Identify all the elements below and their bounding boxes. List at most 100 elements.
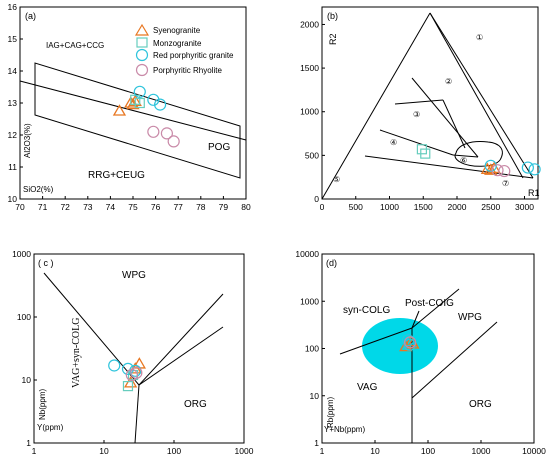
legend-marker-red-porphyritic-granite	[135, 48, 149, 62]
panel-a-ylabel: Al2O3(%)	[23, 123, 32, 158]
point-monzogranite	[134, 97, 145, 109]
panel-a-xlabel: SiO2(%)	[23, 185, 54, 194]
panel-a-ytick-label: 13	[8, 98, 18, 108]
panel-c-line	[138, 326, 224, 386]
panel-c-line	[43, 272, 140, 386]
legend: Syenogranite Monzogranite Red porphyriti…	[134, 23, 234, 77]
panel-b-line	[394, 99, 444, 105]
panel-c-plot-frame	[33, 253, 245, 444]
panel-b-line	[442, 99, 466, 149]
point-porphyritic-rhyolite	[498, 164, 511, 178]
point-monzogranite	[122, 381, 134, 392]
panel-d-highlight-circle	[362, 318, 438, 374]
point-red-porphyritic-granite	[108, 359, 121, 372]
panel-b-line	[452, 154, 479, 158]
panel-a-ytick-label: 11	[8, 162, 17, 172]
panel-a: 70 71 72 73 74 75 76 77 78 79 80 10 11 12 13 14 15 16 (a)…	[8, 2, 251, 212]
panel-a-xtick-label: 79	[219, 202, 229, 212]
panel-a-label: (a)	[25, 11, 36, 21]
panel-b-line	[321, 12, 431, 200]
point-red-porphyritic-granite	[121, 362, 135, 376]
point-porphyritic-rhyolite	[491, 164, 504, 177]
panel-a-ytick-label: 16	[8, 2, 18, 12]
panel-c-line	[138, 293, 224, 386]
panel-b-field-6-outline	[454, 141, 503, 167]
panel-c-label: ( c )	[38, 258, 54, 268]
panel-d-line	[339, 327, 413, 355]
point-red-porphyritic-granite	[521, 161, 534, 174]
panel-b-line	[429, 12, 534, 179]
panel-b-xtick-label: 0	[320, 202, 325, 212]
point-syenogranite	[487, 161, 501, 174]
panel-a-field-pog: POG	[208, 142, 230, 153]
panel-a-xtick-label: 77	[173, 202, 183, 212]
panel-a-xtick-label: 78	[196, 202, 206, 212]
panel-c-ytick-label: 1000	[12, 249, 31, 259]
panel-b-xtick-label: 2500	[481, 202, 500, 212]
legend-marker-monzogranite	[136, 37, 148, 48]
panel-a-field-iag: IAG+CAG+CCG	[46, 41, 104, 50]
panel-c-xtick-label: 10	[99, 446, 109, 456]
legend-label-red-porphyritic-granite: Red porphyritic granite	[153, 51, 234, 60]
point-monzogranite	[420, 148, 431, 159]
panel-b-xtick-label: 2000	[448, 202, 467, 212]
panel-b-field-3: ③	[413, 110, 420, 119]
panel-b-xtick-label: 1000	[380, 202, 399, 212]
panel-b: 0 500 1000 1500 2000 2500 3000 0 500 1000 1500 2000…	[300, 6, 541, 212]
panel-b-field-5: ⑤	[333, 175, 340, 184]
point-porphyritic-rhyolite	[130, 366, 143, 379]
panel-c-xtick-label: 1000	[235, 446, 254, 456]
point-red-porphyritic-granite	[154, 98, 167, 111]
panel-c-xtick-label: 1	[32, 446, 37, 456]
panel-d: 1 10 100 1000 10000 1 10 100 1000 10000 (d) Post-…	[295, 249, 546, 456]
panel-d-xtick-label: 1	[320, 446, 325, 456]
panel-b-field-4: ④	[390, 138, 397, 147]
panel-d-field-org: ORG	[469, 399, 492, 410]
panel-b-field-1: ①	[476, 33, 483, 42]
point-porphyritic-rhyolite	[160, 127, 173, 140]
legend-marker-syenogranite	[134, 23, 150, 36]
panel-c-ylabel: Nb(ppm)	[38, 389, 47, 420]
panel-d-xlabel: Y+Nb(ppm)	[324, 425, 365, 434]
panel-d-ytick-label: 1000	[300, 296, 319, 306]
panel-b-field-6: ⑥	[460, 156, 467, 165]
panel-a-ytick-label: 10	[8, 194, 18, 204]
panel-c: 1 10 100 1000 1 10 100 1000 ( c ) WPG VAG+syn-C…	[12, 249, 254, 456]
panel-b-xtick-label: 1500	[414, 202, 433, 212]
panel-c-xtick-label: 100	[167, 446, 181, 456]
panel-a-divider-line	[19, 80, 247, 141]
panel-d-field-wpg: WPG	[458, 312, 482, 323]
panel-b-ytick-label: 1500	[300, 63, 319, 73]
panel-d-ytick-label: 100	[305, 344, 319, 354]
panel-c-field-org: ORG	[184, 399, 207, 410]
legend-label-porphyritic-rhyolite: Porphyritic Rhyolite	[153, 66, 222, 75]
panel-b-ytick-label: 2000	[300, 19, 319, 29]
panel-a-xtick-label: 80	[241, 202, 251, 212]
panel-b-field-2: ②	[445, 77, 452, 86]
panel-d-xtick-label: 100	[421, 446, 435, 456]
panel-b-xtick-label: 3000	[515, 202, 534, 212]
panel-b-ylabel: R2	[328, 33, 338, 45]
panel-a-xtick-label: 72	[60, 202, 70, 212]
panel-d-xtick-label: 10	[370, 446, 380, 456]
panel-b-xtick-label: 500	[349, 202, 363, 212]
panel-d-line	[411, 310, 420, 329]
panel-c-ytick-label: 100	[17, 312, 31, 322]
panel-c-line	[134, 384, 140, 444]
panel-a-xtick-label: 76	[151, 202, 161, 212]
panel-a-xtick-label: 71	[38, 202, 48, 212]
panel-d-ytick-label: 10000	[295, 249, 319, 259]
panel-d-ylabel: Rb(ppm)	[326, 397, 335, 428]
panel-b-field-lines	[321, 12, 534, 200]
panel-d-ytick-label: 10	[310, 391, 320, 401]
panel-a-ytick-label: 12	[8, 130, 18, 140]
panel-c-xlabel: Y(ppm)	[37, 423, 64, 432]
panel-c-ytick-label: 10	[22, 375, 32, 385]
point-syenogranite	[124, 96, 138, 108]
panel-d-xtick-label: 10000	[522, 446, 546, 456]
panel-a-ytick-label: 14	[8, 66, 18, 76]
legend-marker-porphyritic-rhyolite	[135, 63, 149, 77]
panel-a-xtick-label: 74	[106, 202, 116, 212]
legend-label-syenogranite: Syenogranite	[153, 26, 201, 35]
point-syenogranite	[112, 104, 127, 116]
